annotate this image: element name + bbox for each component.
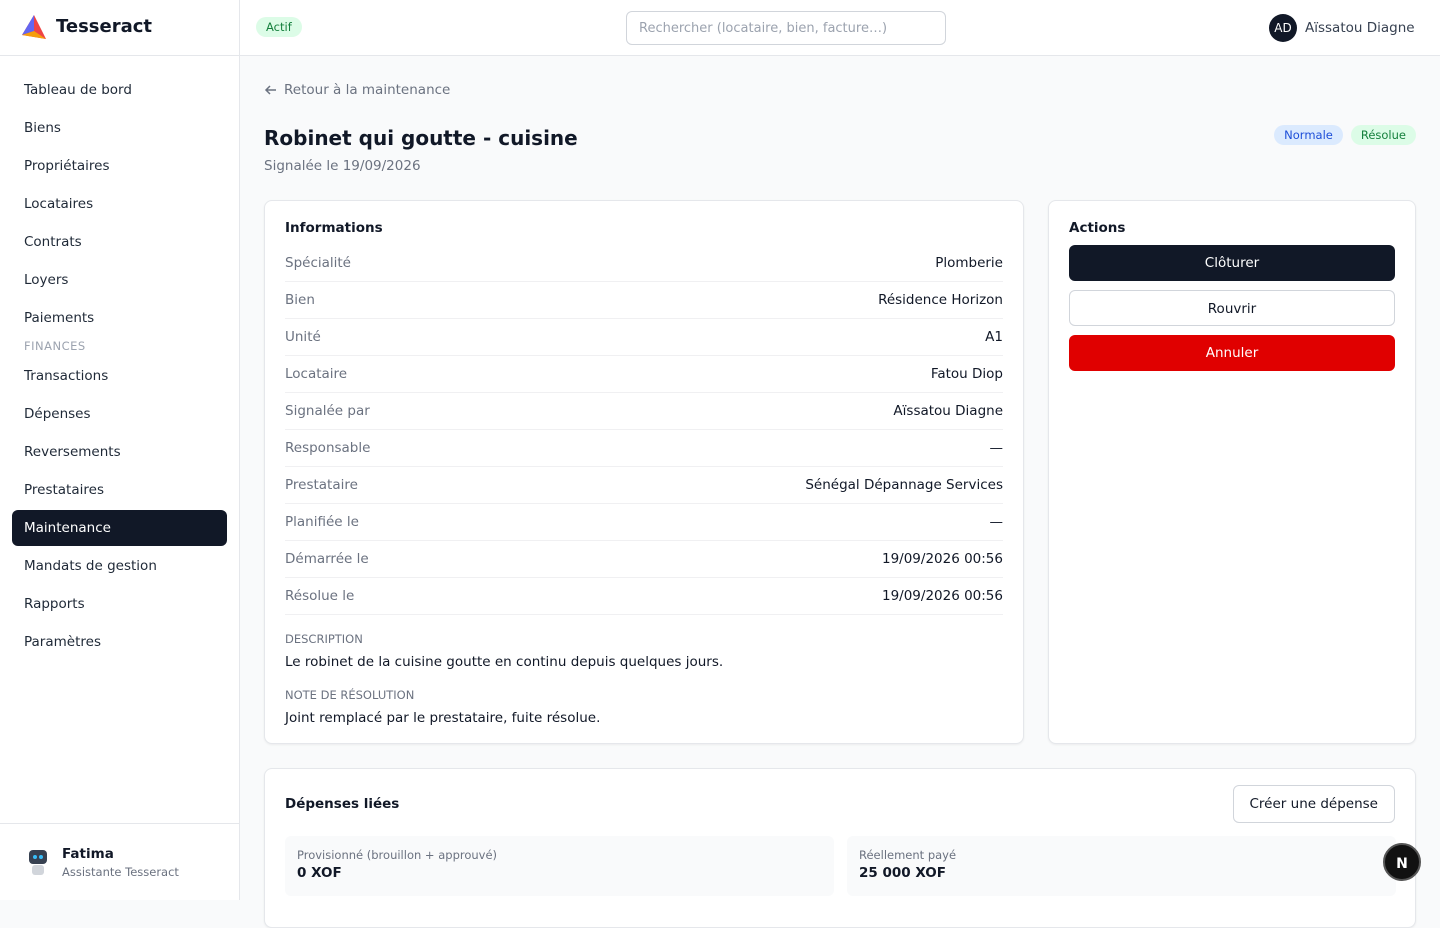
nav-item[interactable]: Contrats <box>24 234 82 250</box>
back-link[interactable]: Retour à la maintenance <box>284 82 451 98</box>
card-title: Informations <box>285 220 383 236</box>
info-row: Unité A1 <box>285 319 1003 356</box>
info-row: Spécialité Plomberie <box>285 245 1003 282</box>
info-value: Résidence Horizon <box>878 292 1003 308</box>
summary-card: Provisionné (brouillon + approuvé) 0 XOF <box>285 836 834 896</box>
nav-section: FINANCES <box>24 339 86 353</box>
badge: Normale <box>1274 125 1343 145</box>
info-row: Prestataire Sénégal Dépannage Services <box>285 467 1003 504</box>
brand: Tesseract <box>56 16 153 37</box>
nav-item[interactable]: Prestataires <box>24 482 104 498</box>
page-title: Robinet qui goutte - cuisine <box>264 126 578 150</box>
info-label: Spécialité <box>285 255 351 271</box>
action-button[interactable]: Rouvrir <box>1069 290 1395 326</box>
summary-label: Provisionné (brouillon + approuvé) <box>297 848 498 862</box>
nav-item[interactable]: Propriétaires <box>24 158 110 174</box>
action-button[interactable]: Clôturer <box>1069 245 1395 281</box>
description-label: DESCRIPTION <box>285 632 363 646</box>
nav-item[interactable]: Paiements <box>24 310 95 326</box>
note: Joint remplacé par le prestataire, fuite… <box>285 710 601 726</box>
info-label: Locataire <box>285 366 348 382</box>
header-user[interactable]: Aïssatou Diagne <box>1305 20 1415 36</box>
summary-value: 0 XOF <box>297 865 342 881</box>
info-label: Signalée par <box>285 403 370 419</box>
info-label: Prestataire <box>285 477 358 493</box>
expenses-card: Dépenses liées Créer une dépense Provisi… <box>264 768 1416 928</box>
info-value: — <box>989 440 1004 456</box>
info-label: Responsable <box>285 440 371 456</box>
nav-item[interactable]: Tableau de bord <box>24 82 132 98</box>
info-label: Planifiée le <box>285 514 359 530</box>
info-row: Résolue le 19/09/2026 00:56 <box>285 578 1003 615</box>
nav-item[interactable]: Reversements <box>24 444 121 460</box>
info-row: Démarrée le 19/09/2026 00:56 <box>285 541 1003 578</box>
info-value: — <box>989 514 1004 530</box>
nav-item[interactable]: Paramètres <box>24 634 101 650</box>
create-expense-button[interactable]: Créer une dépense <box>1232 785 1395 823</box>
info-card: Informations DESCRIPTION Le robinet de l… <box>264 200 1024 744</box>
summary-card: Réellement payé 25 000 XOF <box>847 836 1396 896</box>
info-row: Bien Résidence Horizon <box>285 282 1003 319</box>
divider <box>0 55 239 56</box>
info-value: 19/09/2026 00:56 <box>881 588 1003 604</box>
info-row: Planifiée le — <box>285 504 1003 541</box>
status-badge: Actif <box>256 17 302 37</box>
divider <box>0 823 239 824</box>
back-icon <box>264 85 276 95</box>
info-row: Signalée par Aïssatou Diagne <box>285 393 1003 430</box>
info-label: Unité <box>285 329 321 345</box>
logo <box>22 15 46 39</box>
avatar[interactable]: AD <box>1269 14 1297 42</box>
topbar: Actif Rechercher (locataire, bien, factu… <box>240 0 1440 56</box>
info-label: Démarrée le <box>285 551 369 567</box>
info-value: Aïssatou Diagne <box>893 403 1003 419</box>
info-value: Plomberie <box>935 255 1003 271</box>
actions-card: Actions Clôturer Rouvrir Annuler <box>1048 200 1416 744</box>
note-label: NOTE DE RÉSOLUTION <box>285 688 415 702</box>
summary-label: Réellement payé <box>859 848 957 862</box>
search-input[interactable]: Rechercher (locataire, bien, facture…) <box>626 11 946 45</box>
assistant-avatar <box>29 850 47 875</box>
card-title: Dépenses liées <box>285 796 400 812</box>
sidebar: Tesseract Tableau de bord Biens Propriétai… <box>0 0 240 900</box>
action-button[interactable]: Annuler <box>1069 335 1395 371</box>
info-label: Résolue le <box>285 588 355 604</box>
nav-item[interactable]: Dépenses <box>24 406 91 422</box>
nav-item[interactable]: Rapports <box>24 596 85 612</box>
info-row: Locataire Fatou Diop <box>285 356 1003 393</box>
nav-item[interactable]: Mandats de gestion <box>24 558 157 574</box>
user-role: Assistante Tesseract <box>62 865 179 879</box>
info-value: 19/09/2026 00:56 <box>881 551 1003 567</box>
card-title: Actions <box>1069 220 1126 236</box>
page-subtitle: Signalée le 19/09/2026 <box>264 158 421 174</box>
info-value: Sénégal Dépannage Services <box>805 477 1003 493</box>
info-value: Fatou Diop <box>930 366 1003 382</box>
nav-item[interactable]: Biens <box>24 120 61 136</box>
summary-value: 25 000 XOF <box>859 865 946 881</box>
info-label: Bien <box>285 292 315 308</box>
dev-badge[interactable]: N <box>1383 843 1421 881</box>
nav-item[interactable]: Locataires <box>24 196 94 212</box>
nav-item[interactable]: Loyers <box>24 272 69 288</box>
badges: Normale Résolue <box>1266 125 1416 145</box>
badge: Résolue <box>1350 125 1416 145</box>
description: Le robinet de la cuisine goutte en conti… <box>285 654 724 670</box>
info-row: Responsable — <box>285 430 1003 467</box>
nav-item[interactable]: Maintenance <box>12 510 227 546</box>
user-name: Fatima <box>62 846 114 862</box>
nav-item[interactable]: Transactions <box>24 368 109 384</box>
info-value: A1 <box>985 329 1003 345</box>
